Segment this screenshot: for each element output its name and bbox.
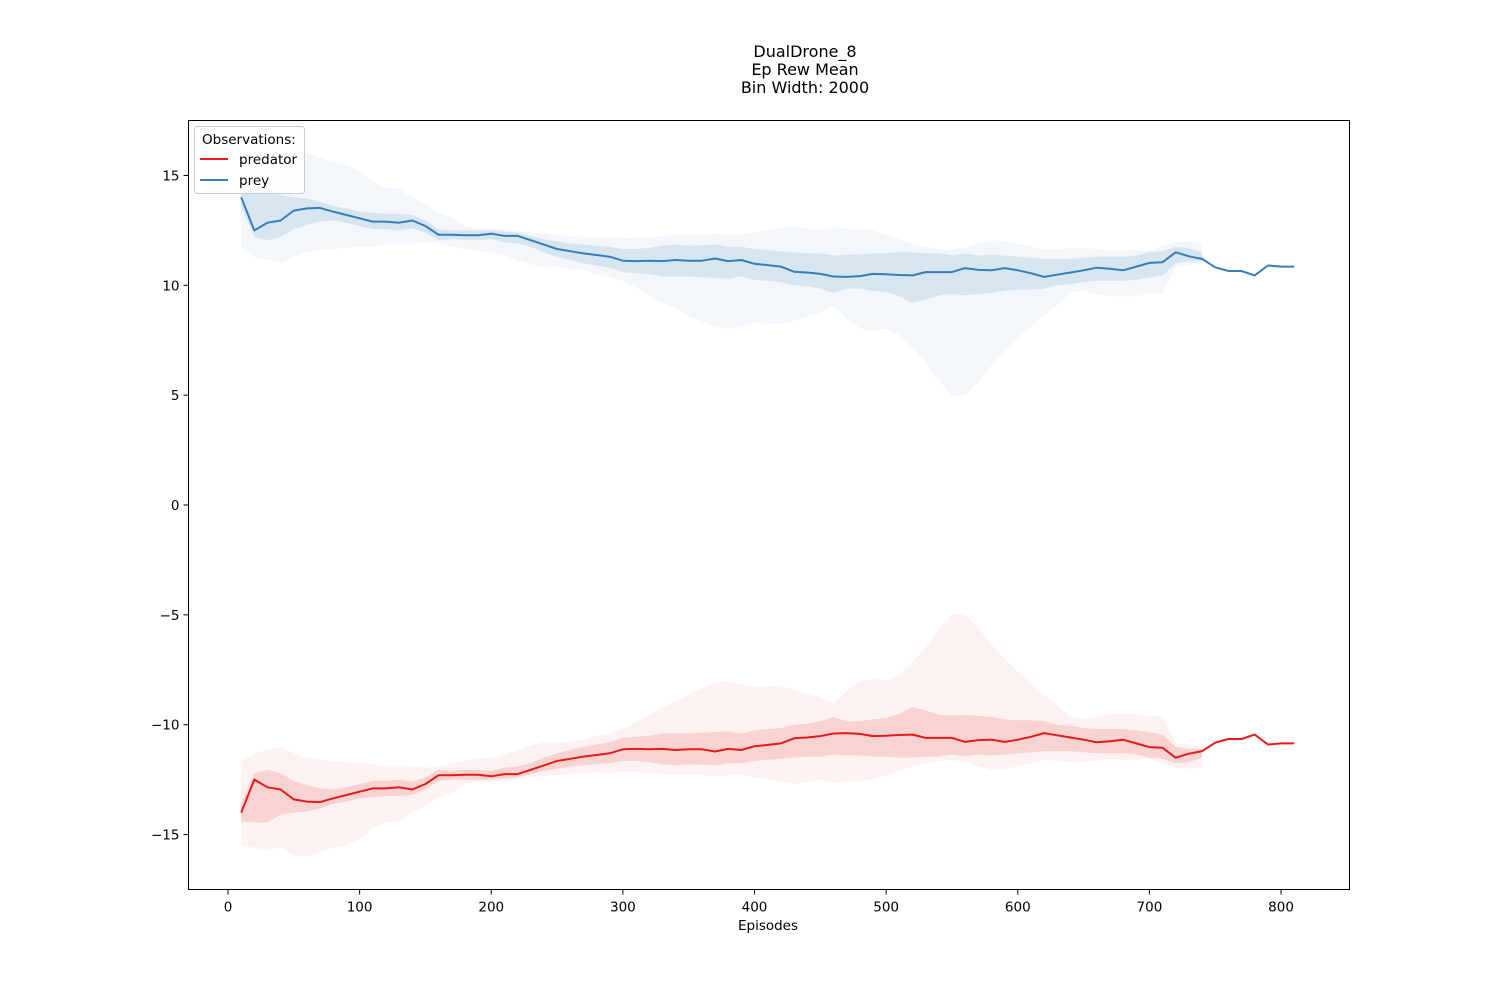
x-tick-label: 100	[347, 900, 373, 916]
y-tick-label: 10	[162, 278, 179, 294]
chart-title: DualDrone_8 Ep Rew Mean Bin Width: 2000	[0, 43, 1500, 97]
y-tick-label: 0	[171, 498, 180, 514]
x-tick-label: 700	[1137, 900, 1163, 916]
x-axis-label: Episodes	[738, 918, 798, 934]
prey-inner-band	[241, 187, 1203, 303]
x-tick-label: 0	[224, 900, 233, 916]
x-tick-label: 300	[610, 900, 636, 916]
chart-subtitle-line: Ep Rew Mean	[751, 60, 859, 79]
legend: Observations: predator prey	[194, 126, 305, 194]
predator-line	[240, 732, 1295, 813]
y-tick-label: −5	[160, 608, 180, 624]
x-tick-label: 800	[1268, 900, 1294, 916]
y-tick-label: −10	[151, 718, 180, 734]
x-tick-label: 400	[742, 900, 768, 916]
y-tick-label: 5	[171, 388, 180, 404]
y-tick-label: 15	[162, 168, 179, 184]
predator-outer-band	[241, 613, 1203, 857]
y-tick-label: −15	[151, 828, 180, 844]
x-axis: 0 100 200 300 400 500 600 700 800	[224, 889, 1294, 916]
series-lines	[240, 197, 1295, 813]
chart-title-line: DualDrone_8	[753, 42, 857, 61]
y-axis: 15 10 5 0 −5 −10 −15	[151, 168, 189, 844]
chart-bin-width-line: Bin Width: 2000	[740, 78, 870, 97]
x-tick-label: 600	[1005, 900, 1031, 916]
confidence-bands	[241, 153, 1203, 857]
legend-prey-label: prey	[239, 173, 269, 189]
legend-title: Observations:	[202, 132, 296, 148]
legend-box	[194, 126, 305, 194]
prey-outer-band	[241, 153, 1203, 397]
x-tick-label: 500	[873, 900, 899, 916]
predator-inner-band	[241, 707, 1203, 823]
prey-line	[240, 197, 1295, 278]
x-tick-label: 200	[478, 900, 504, 916]
legend-predator-label: predator	[239, 152, 298, 168]
